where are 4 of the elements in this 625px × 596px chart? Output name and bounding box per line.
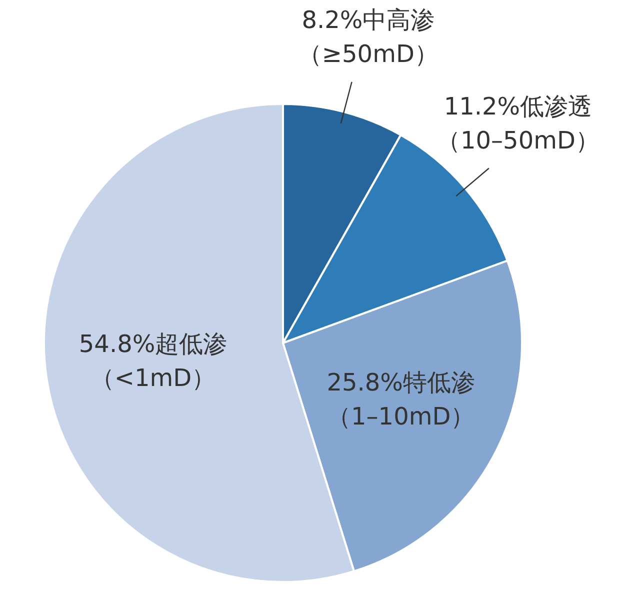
slice-label: 25.8%特低渗（1–10mD） — [326, 368, 475, 430]
slice-label: 8.2%中高渗（≥50mD） — [298, 6, 438, 68]
slice-label: 11.2%低渗透（10–50mD） — [436, 92, 600, 154]
slice-label: 54.8%超低渗（<1mD） — [78, 330, 228, 392]
